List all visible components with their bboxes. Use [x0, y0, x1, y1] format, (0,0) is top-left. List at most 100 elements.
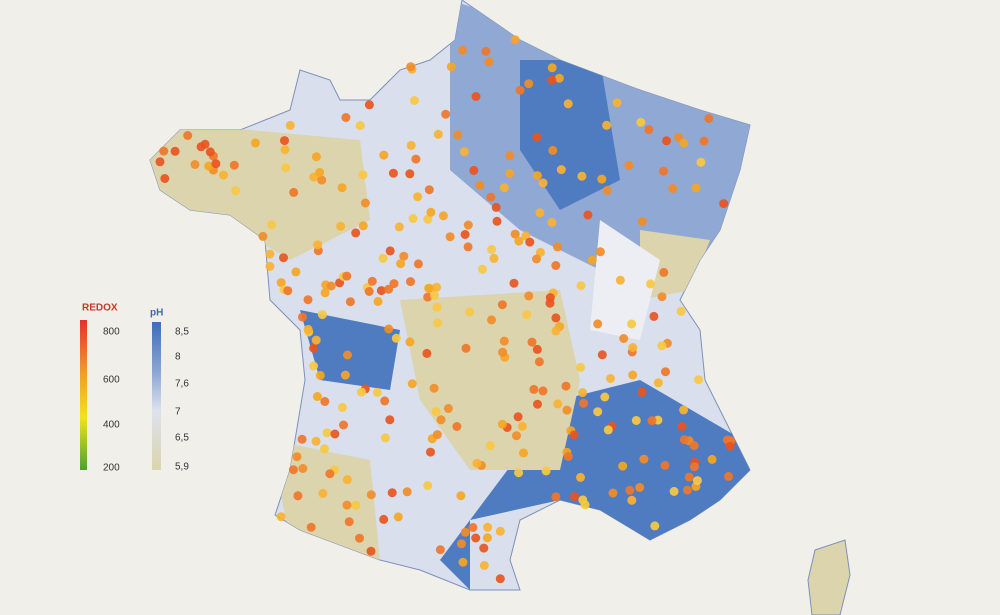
redox-dot — [413, 192, 423, 202]
redox-dot — [406, 277, 415, 287]
redox-dot — [433, 318, 443, 328]
redox-dot — [394, 222, 404, 232]
redox-dot — [384, 284, 394, 294]
redox-dot — [475, 180, 485, 190]
redox-dot — [479, 543, 489, 553]
redox-dot — [387, 488, 397, 498]
redox-dot — [411, 154, 421, 164]
redox-dot — [399, 251, 409, 261]
redox-dot — [265, 249, 275, 259]
ph-label: 8 — [175, 352, 181, 363]
redox-dot — [317, 310, 327, 320]
redox-dot — [200, 139, 210, 149]
redox-dot — [355, 121, 365, 131]
redox-dot — [483, 522, 493, 532]
redox-dot — [661, 367, 670, 377]
redox-dot — [291, 267, 301, 277]
redox-dot — [548, 145, 558, 155]
redox-dot — [682, 485, 692, 495]
redox-dot — [432, 430, 442, 440]
ph-scale — [152, 322, 161, 470]
redox-dot — [509, 278, 519, 288]
redox-dot — [646, 279, 655, 289]
redox-dot — [441, 109, 451, 119]
redox-label: 600 — [103, 375, 120, 386]
redox-dot — [342, 500, 352, 510]
redox-dot — [562, 405, 572, 415]
redox-dot — [303, 324, 313, 334]
redox-dot — [322, 428, 332, 438]
redox-dot — [337, 183, 347, 193]
redox-dot — [505, 151, 515, 161]
redox-dot — [170, 146, 180, 156]
redox-dot — [457, 539, 466, 549]
redox-dot — [519, 448, 528, 458]
redox-dot — [578, 388, 587, 398]
redox-dot — [600, 392, 610, 402]
ph-label: 7 — [175, 407, 181, 418]
redox-dot — [311, 436, 321, 446]
region-charente — [300, 310, 400, 390]
redox-dot — [627, 319, 637, 329]
redox-dot — [487, 244, 497, 254]
redox-dot — [505, 169, 515, 178]
redox-dot — [378, 253, 388, 263]
redox-dot — [627, 495, 637, 505]
redox-dot — [517, 421, 527, 431]
redox-dot — [497, 300, 507, 310]
redox-dot — [547, 75, 557, 85]
redox-dot — [463, 242, 473, 252]
redox-dot — [533, 399, 542, 409]
redox-dot — [311, 152, 321, 162]
redox-dot — [668, 184, 678, 193]
redox-dot — [433, 129, 443, 139]
redox-dot — [465, 307, 475, 317]
redox-label: 200 — [103, 463, 120, 474]
region-centre — [400, 290, 580, 470]
redox-dot — [472, 458, 482, 468]
redox-dot — [459, 147, 469, 157]
redox-label: 800 — [103, 327, 120, 338]
redox-dot — [689, 441, 699, 451]
redox-dot — [639, 454, 649, 464]
redox-dot — [250, 138, 260, 148]
redox-dot — [577, 171, 587, 181]
redox-dot — [637, 217, 647, 226]
redox-dot — [576, 362, 586, 372]
redox-dot — [669, 486, 679, 496]
redox-dot — [458, 557, 468, 567]
redox-dot — [366, 490, 376, 500]
redox-dot — [593, 319, 603, 329]
redox-dot — [554, 73, 564, 83]
redox-dot — [309, 361, 319, 371]
redox-dot — [337, 402, 347, 412]
redox-dot — [265, 261, 275, 271]
redox-dot — [351, 228, 361, 238]
redox-dot — [231, 186, 241, 196]
redox-dot — [389, 279, 399, 289]
redox-dot — [515, 85, 525, 95]
redox-dot — [674, 132, 683, 142]
redox-dot — [679, 435, 689, 445]
redox-dot — [413, 259, 423, 269]
redox-dot — [342, 271, 352, 281]
redox-dot — [583, 210, 593, 220]
ph-label: 8,5 — [175, 327, 189, 338]
redox-dot — [694, 375, 703, 385]
redox-dot — [624, 160, 634, 170]
redox-dot — [303, 295, 313, 305]
redox-dot — [644, 125, 654, 135]
redox-dot — [410, 96, 419, 105]
redox-dot — [315, 370, 325, 380]
redox-dot — [339, 420, 348, 430]
redox-dot — [525, 237, 535, 247]
redox-dot — [388, 168, 398, 178]
redox-dot — [535, 208, 545, 218]
redox-dot — [326, 281, 336, 291]
redox-dot — [529, 384, 539, 394]
redox-dot — [482, 533, 492, 543]
redox-dot — [676, 306, 686, 316]
redox-dot — [593, 407, 603, 417]
redox-dot — [497, 419, 507, 429]
